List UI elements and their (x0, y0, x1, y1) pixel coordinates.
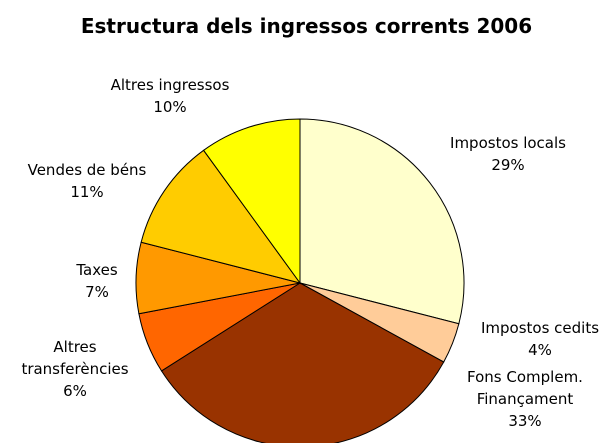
slice-label: Altres transferències 6% (5, 336, 145, 402)
category-label: Altres transferències (21, 338, 129, 378)
pie-slice (299, 118, 465, 325)
value-label: 29% (491, 156, 525, 174)
slice-label: Altres ingressos 10% (80, 74, 260, 118)
value-label: 11% (70, 183, 104, 201)
pie-slice (140, 149, 302, 284)
value-label: 7% (85, 283, 109, 301)
category-label: Vendes de béns (27, 161, 147, 179)
pie-slice (202, 118, 301, 285)
value-label: 10% (153, 98, 187, 116)
category-label: Impostos cedits (480, 319, 600, 337)
chart-title: Estructura dels ingressos corrents 2006 (80, 14, 533, 38)
slice-label: Impostos cedits 4% (460, 317, 613, 361)
slice-label: Vendes de béns 11% (7, 159, 167, 203)
slice-label: Impostos locals 29% (428, 132, 588, 176)
category-label: Impostos locals (450, 134, 566, 152)
value-label: 6% (63, 382, 87, 400)
value-label: 4% (528, 341, 552, 359)
category-label: Altres ingressos (110, 76, 230, 94)
pie-slice (160, 282, 445, 443)
category-label: Taxes (76, 261, 118, 279)
value-label: 33% (508, 412, 542, 430)
slice-label: Taxes 7% (37, 259, 157, 303)
slice-label: Fons Complem. Finançament 33% (455, 366, 595, 432)
category-label: Fons Complem. Finançament (467, 368, 583, 408)
